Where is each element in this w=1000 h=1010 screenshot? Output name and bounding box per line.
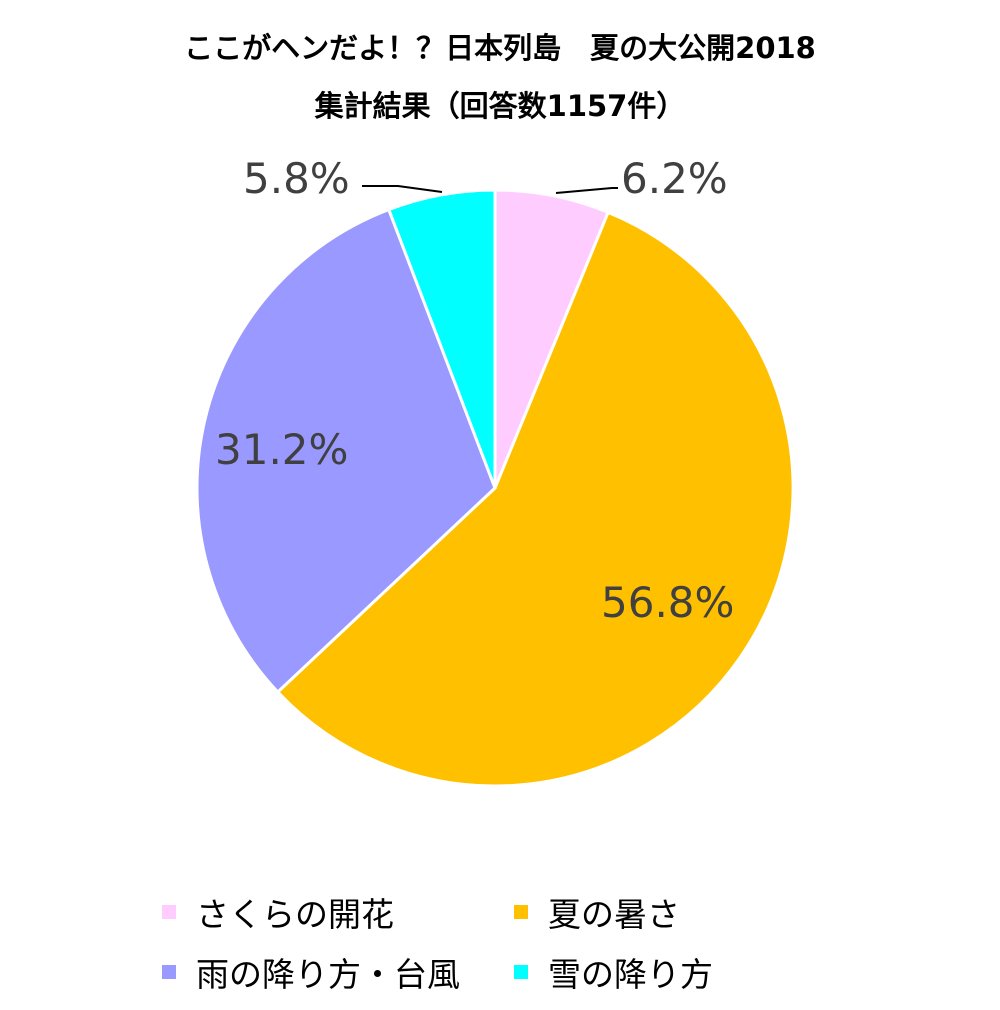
legend-item-rain: 雨の降り方・台風 <box>162 948 460 996</box>
legend-swatch-icon <box>162 965 176 979</box>
leader-line-6.2 <box>555 187 618 194</box>
pie-slices <box>195 188 795 788</box>
chart-title-line1: ここがヘンだよ！？日本列島 夏の大公開2018 <box>184 31 816 65</box>
data-label-rain: 31.2% <box>215 425 348 474</box>
legend-label: 雪の降り方 <box>548 955 713 994</box>
legend-label: さくらの開花 <box>196 895 394 934</box>
legend-item-summer: 夏の暑さ <box>514 888 680 936</box>
legend-swatch-icon <box>162 905 176 919</box>
data-label-summer: 56.8% <box>601 578 734 627</box>
leader-lines <box>362 185 618 194</box>
data-label-snow: 5.8% <box>243 154 350 203</box>
chart-title-line2: 集計結果（回答数1157件） <box>314 89 686 123</box>
pie-slice-2 <box>195 207 497 695</box>
legend-label: 雨の降り方・台風 <box>196 955 460 994</box>
pie-slice-3 <box>386 188 497 489</box>
legend-label: 夏の暑さ <box>548 895 680 934</box>
leader-line-5.8 <box>362 185 443 193</box>
data-label-sakura: 6.2% <box>621 154 728 203</box>
pie-slice-1 <box>275 210 795 788</box>
legend-item-snow: 雪の降り方 <box>514 948 713 996</box>
pie-slice-0 <box>493 188 611 489</box>
legend-item-sakura: さくらの開花 <box>162 888 394 936</box>
legend-swatch-icon <box>514 905 528 919</box>
legend-swatch-icon <box>514 965 528 979</box>
